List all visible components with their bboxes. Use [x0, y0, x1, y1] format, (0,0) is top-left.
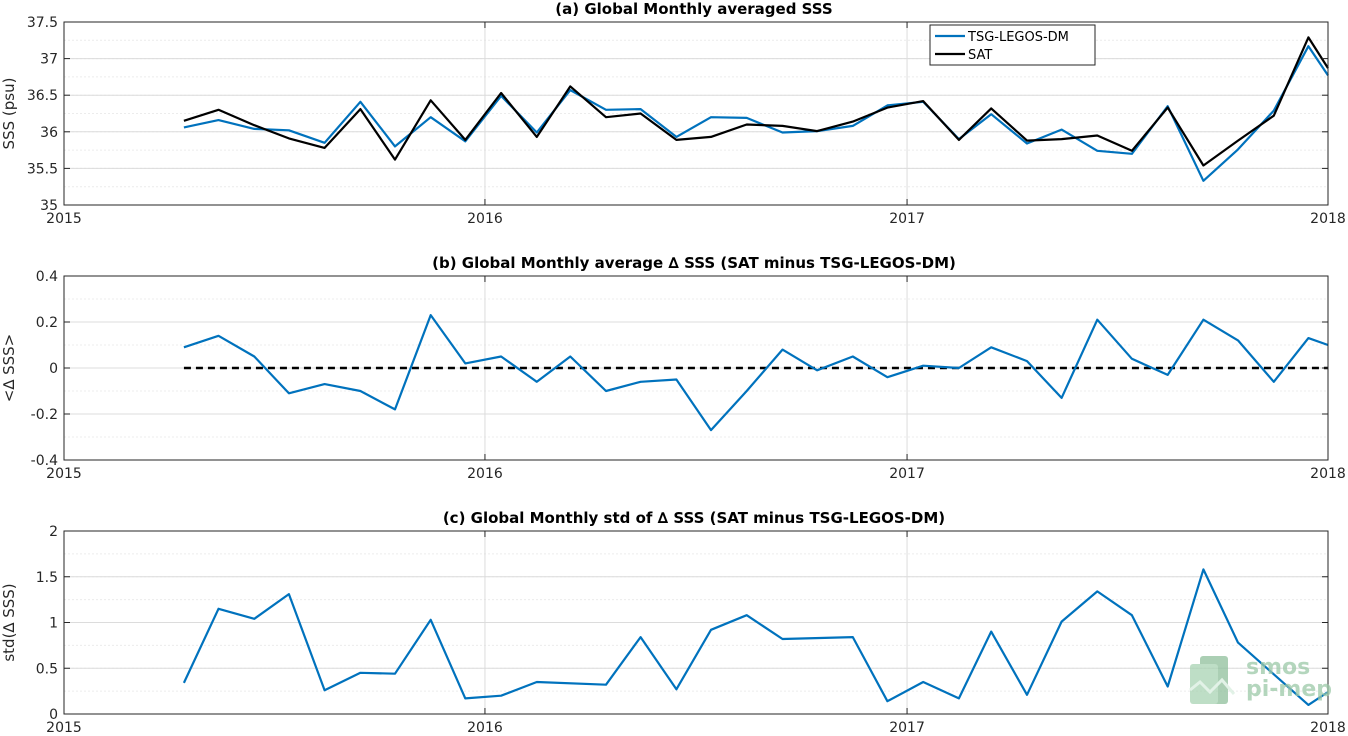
- panel-c-std-delta-sss: 0 0.5 1 1.5 2 2015 2016 2017 2018 (c) Global Mont…: [0, 509, 1346, 736]
- logo-line2: pi-mep: [1246, 677, 1332, 702]
- x-tick-label: 2018: [1310, 720, 1346, 736]
- y-tick-label: 0: [49, 707, 58, 723]
- axes-frame: [63, 21, 1329, 206]
- panel-b-mean-delta-sss: -0.4 -0.2 0 0.2 0.4 2015 2016 2017 2018 (b) Globa…: [0, 254, 1346, 482]
- x-tick-label: 2015: [46, 720, 82, 736]
- series-line-delta-sss: [183, 314, 1329, 432]
- x-tick-label: 2015: [46, 211, 82, 227]
- x-tick-label: 2016: [467, 466, 503, 482]
- y-tick-label: -0.2: [31, 407, 58, 423]
- y-tick-label: 35.5: [27, 161, 58, 177]
- logo-line1: smos: [1246, 655, 1310, 680]
- x-tick-label: 2018: [1310, 211, 1346, 227]
- y-tick-label: -0.4: [31, 453, 58, 469]
- panel-title: (b) Global Monthly average ∆ SSS (SAT mi…: [432, 254, 956, 272]
- legend-label: SAT: [968, 48, 992, 63]
- y-tick-label: 1.5: [36, 570, 58, 586]
- y-tick-label: 36: [40, 125, 58, 141]
- y-tick-label: 36.5: [27, 88, 58, 104]
- x-tick-label: 2017: [889, 466, 925, 482]
- y-axis-label: <∆ SSS>: [0, 334, 18, 403]
- logo-wave: [1189, 677, 1236, 695]
- y-tick-label: 37.5: [27, 15, 58, 31]
- x-tick-label: 2016: [467, 720, 503, 736]
- panel-a-global-monthly-sss: 35 35.5 36 36.5 37 37.5 2015 2016 2017 2018 (a) Gl…: [0, 0, 1346, 227]
- x-tick-label: 2018: [1310, 466, 1346, 482]
- panel-title: (c) Global Monthly std of ∆ SSS (SAT min…: [443, 509, 945, 527]
- series-line-delta-sss: [182, 568, 1329, 707]
- x-tick-label: 2015: [46, 466, 82, 482]
- legend-label: TSG-LEGOS-DM: [967, 30, 1069, 45]
- y-axis-label: SSS (psu): [0, 78, 18, 150]
- x-tick-label: 2016: [467, 211, 503, 227]
- y-tick-label: 37: [40, 52, 58, 68]
- y-axis-label: std(∆ SSS): [0, 583, 18, 661]
- y-tick-label: 35: [40, 198, 58, 214]
- x-tick-label: 2017: [889, 211, 925, 227]
- legend-box: [929, 24, 1096, 66]
- y-tick-label: 0.2: [36, 315, 58, 331]
- y-tick-label: 2: [49, 524, 58, 540]
- y-tick-label: 0: [49, 361, 58, 377]
- panel-title: (a) Global Monthly averaged SSS: [555, 0, 832, 18]
- y-tick-label: 1: [49, 616, 58, 632]
- series-line-sat: [183, 36, 1329, 167]
- x-tick-label: 2017: [889, 720, 925, 736]
- y-tick-label: 0.4: [36, 269, 58, 285]
- y-tick-label: 0.5: [36, 661, 58, 677]
